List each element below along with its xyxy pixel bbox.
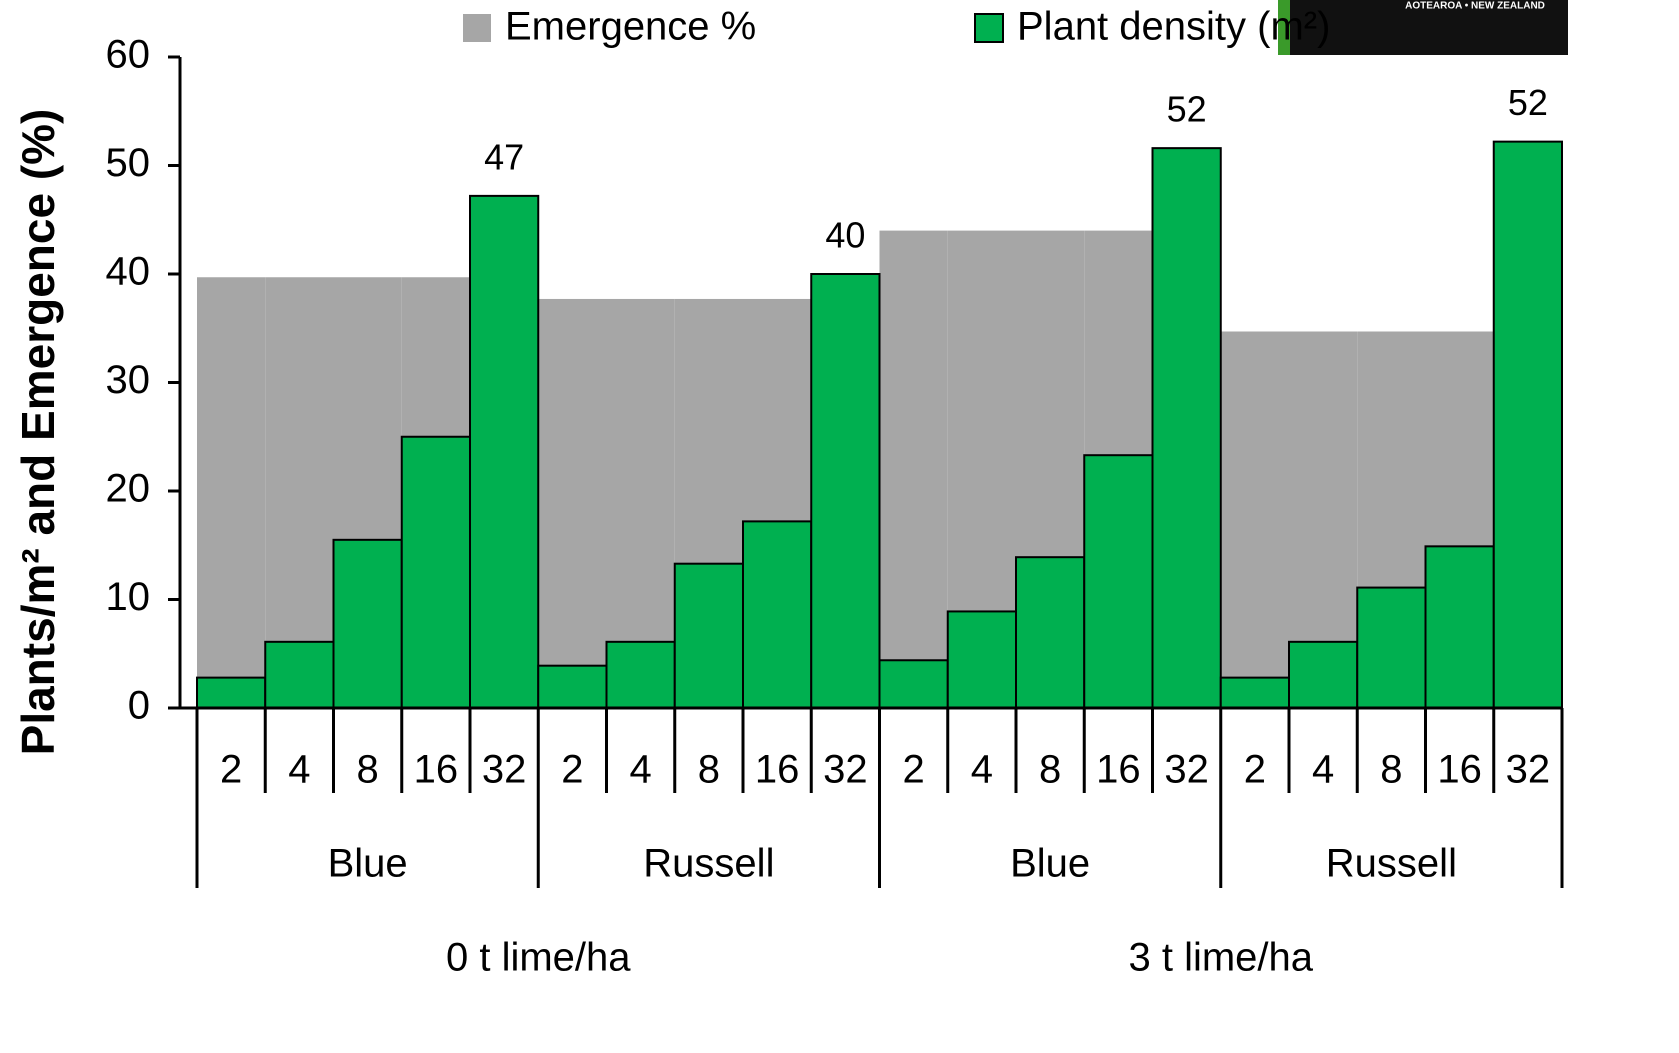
x-tick-label: 4 [630,748,652,792]
bar [878,659,949,710]
group-label: Russell [1326,842,1457,886]
x-tick-label: 8 [1039,748,1061,792]
y-tick-label: 50 [106,141,151,185]
data-label: 47 [484,136,524,177]
bar [879,230,948,708]
bar [673,562,744,709]
group-label: Blue [328,842,408,886]
x-tick-label: 2 [220,748,242,792]
x-tick-label: 4 [971,748,993,792]
logo-text: AOTEAROA • NEW ZEALAND [1405,1,1545,12]
bar [1356,586,1427,709]
x-tick-label: 16 [1096,748,1141,792]
x-tick-label: 32 [1164,748,1209,792]
bar [1492,140,1563,709]
bar [810,273,881,709]
x-tick-label: 32 [482,748,527,792]
bar [1015,556,1086,709]
legend-label: Emergence % [505,5,756,49]
data-label: 52 [1167,89,1207,130]
bar [400,435,471,709]
x-tick-label: 2 [1244,748,1266,792]
bar [265,277,334,708]
y-tick-label: 40 [106,250,151,294]
x-tick-label: 16 [414,748,459,792]
bar [264,640,335,709]
bar [1083,454,1154,709]
group-label: Russell [643,842,774,886]
data-label: 40 [825,215,865,256]
x-tick-label: 4 [288,748,310,792]
bar [742,520,813,709]
y-axis-label: Plants/m² and Emergence (%) [12,109,64,756]
x-tick-label: 16 [1437,748,1482,792]
y-tick-label: 20 [106,467,151,511]
supergroup-label: 0 t lime/ha [446,936,631,980]
bar [197,277,266,708]
legend-swatch [463,14,491,42]
x-tick-label: 16 [755,748,800,792]
y-tick-label: 30 [106,358,151,402]
group-label: Blue [1010,842,1090,886]
bar [1219,676,1290,709]
bar [332,538,403,710]
bar [1220,331,1289,708]
bar [1151,147,1222,709]
x-tick-label: 32 [1506,748,1551,792]
x-tick-label: 8 [1380,748,1402,792]
legend-swatch [974,13,1004,43]
bar [605,640,676,709]
logo-stripe [1278,0,1290,55]
legend-label: Plant density (m²) [1017,5,1330,49]
y-tick-label: 0 [128,684,150,728]
bar [196,676,267,709]
bar [538,298,607,708]
supergroup-label: 3 t lime/ha [1128,936,1313,980]
x-tick-label: 2 [561,748,583,792]
bar [946,610,1017,709]
bar [606,298,675,708]
bar [1288,640,1359,709]
x-tick-label: 8 [357,748,379,792]
x-tick-label: 32 [823,748,868,792]
x-tick-label: 2 [903,748,925,792]
bar [1424,545,1495,710]
bar [469,194,540,709]
y-tick-label: 60 [106,33,151,77]
x-tick-label: 8 [698,748,720,792]
x-tick-label: 4 [1312,748,1334,792]
y-tick-label: 10 [106,575,151,619]
data-label: 52 [1508,82,1548,123]
bar [537,664,608,709]
logo-box [1278,0,1568,55]
